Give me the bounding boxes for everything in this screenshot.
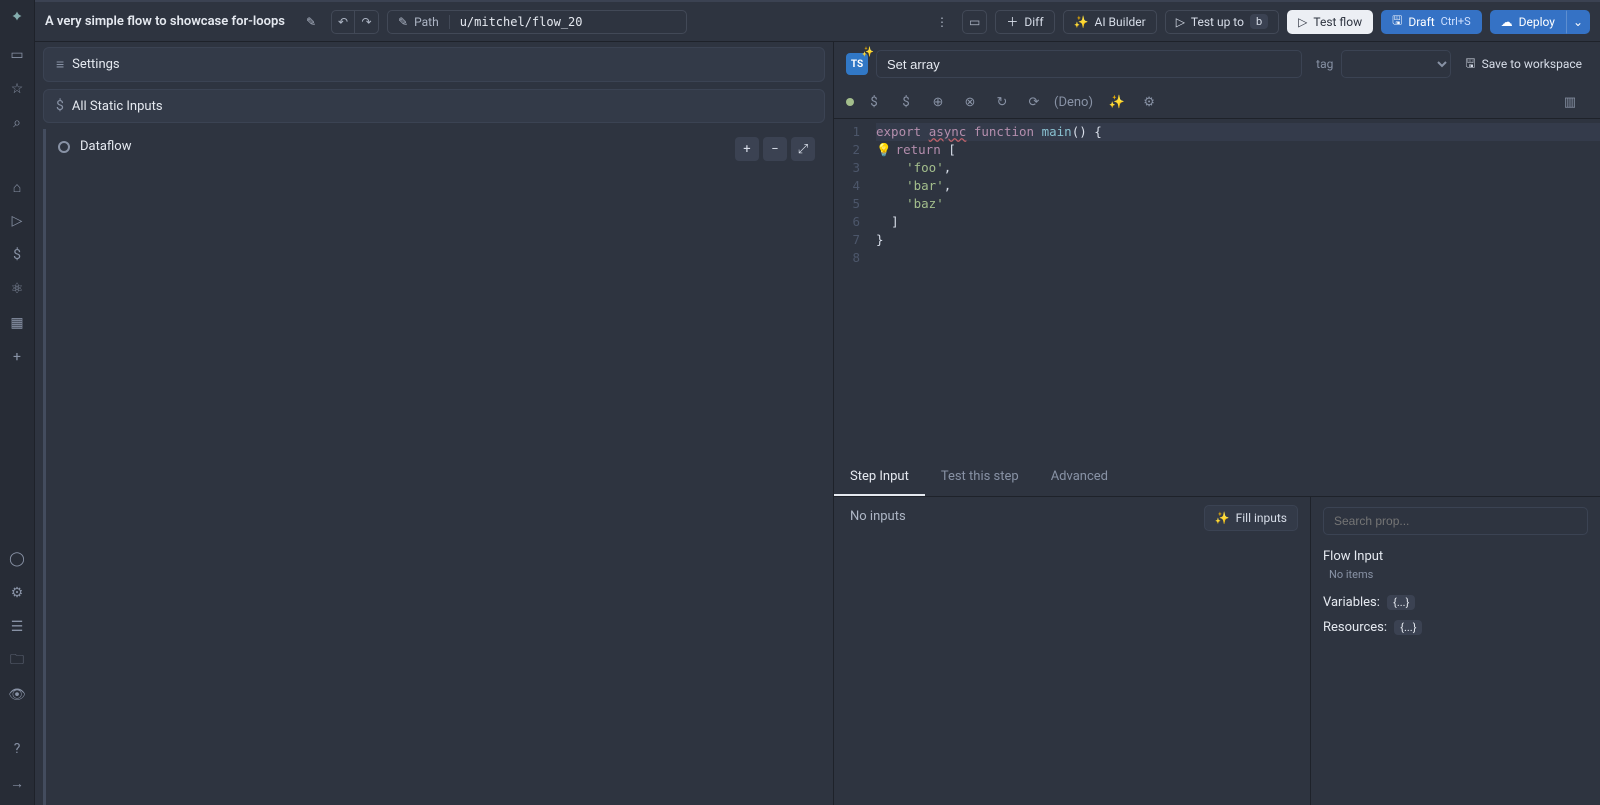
- toolbar-icon[interactable]: ⊕: [926, 90, 950, 114]
- flow-title: A very simple flow to showcase for-loops: [45, 14, 285, 29]
- fill-inputs-button[interactable]: ✨ Fill inputs: [1204, 505, 1298, 531]
- step-input-right: Flow Input No items Variables: {...} Res…: [1310, 497, 1600, 805]
- library-icon[interactable]: ▥: [1558, 90, 1582, 114]
- toolbar-icon[interactable]: $: [862, 90, 886, 114]
- left-sidebar: ▭ ☆ ⌕ ⌂ ▷ $ ⚛ ▦ + ◯ ⚙ ☰ 🗀 👁 ? →: [0, 0, 35, 805]
- nav-user-icon[interactable]: ◯: [5, 547, 29, 571]
- nav-star-icon[interactable]: ☆: [5, 77, 29, 101]
- flow-input-label: Flow Input: [1323, 549, 1588, 564]
- nav-runs-icon[interactable]: ▷: [5, 209, 29, 233]
- editor-panel: TS tag 🖫 Save to workspace $ $ ⊕ ⊗ ↻ ⟳ (…: [833, 42, 1600, 805]
- nav-home-icon[interactable]: ⌂: [5, 175, 29, 199]
- nav-library-icon[interactable]: ▭: [5, 43, 29, 67]
- toolbar-icon[interactable]: ↻: [990, 90, 1014, 114]
- path-box[interactable]: ✎ Path u/mitchel/flow_20: [387, 10, 687, 34]
- step-input-left: ✨ Fill inputs No inputs: [834, 497, 1310, 805]
- static-inputs-label: All Static Inputs: [72, 99, 163, 114]
- toolbar-icon[interactable]: ✨: [1105, 90, 1129, 114]
- step-tabs: Step Input Test this step Advanced: [834, 459, 1600, 497]
- dataflow-label: Dataflow: [80, 139, 132, 154]
- pencil-icon: ✎: [398, 15, 408, 29]
- nav-folder-icon[interactable]: 🗀: [5, 649, 29, 673]
- draft-button[interactable]: 🖫 Draft Ctrl+S: [1381, 10, 1482, 34]
- nav-workspace-icon[interactable]: ☰: [5, 615, 29, 639]
- static-inputs-panel[interactable]: $ All Static Inputs: [43, 89, 825, 123]
- dataflow-header[interactable]: Dataflow: [46, 129, 833, 164]
- tab-test-step[interactable]: Test this step: [925, 459, 1035, 496]
- nav-add-icon[interactable]: +: [5, 345, 29, 369]
- gutter: 12345678: [834, 119, 868, 459]
- zoom-out-button[interactable]: −: [763, 137, 787, 161]
- step-name-input[interactable]: [876, 50, 1302, 78]
- status-dot-icon: [846, 98, 854, 106]
- path-value: u/mitchel/flow_20: [450, 15, 593, 29]
- tab-step-input[interactable]: Step Input: [834, 459, 925, 496]
- test-up-to-button[interactable]: ▷ Test up to b: [1165, 10, 1279, 34]
- search-prop-input[interactable]: [1323, 507, 1588, 535]
- toolbar-icon[interactable]: ⟳: [1022, 90, 1046, 114]
- code-content[interactable]: export async function main() { 💡return […: [868, 119, 1600, 459]
- settings-label: Settings: [72, 57, 119, 72]
- sliders-icon: ≡: [56, 56, 64, 73]
- nav-eye-icon[interactable]: 👁: [5, 683, 29, 707]
- toolbar-icon[interactable]: $: [894, 90, 918, 114]
- topbar: A very simple flow to showcase for-loops…: [35, 0, 1600, 42]
- circle-icon: [58, 141, 70, 153]
- deploy-button[interactable]: ☁ Deploy: [1490, 10, 1566, 34]
- resources-row[interactable]: Resources: {...}: [1323, 620, 1588, 635]
- test-flow-button[interactable]: ▷ Test flow: [1287, 10, 1373, 34]
- more-icon[interactable]: ⋮: [930, 10, 954, 34]
- nav-variables-icon[interactable]: $: [5, 243, 29, 267]
- nav-settings-icon[interactable]: ⚙: [5, 581, 29, 605]
- nav-resources-icon[interactable]: ⚛: [5, 277, 29, 301]
- tab-advanced[interactable]: Advanced: [1035, 459, 1124, 496]
- nav-help-icon[interactable]: ?: [5, 737, 29, 761]
- tag-select[interactable]: [1341, 50, 1451, 78]
- toolbar-icon[interactable]: ⊗: [958, 90, 982, 114]
- toolbar-icon[interactable]: ⚙: [1137, 90, 1161, 114]
- deploy-dropdown[interactable]: ⌄: [1566, 10, 1590, 34]
- flow-designer: ≡ Settings $ All Static Inputs Dataflow …: [35, 42, 833, 805]
- nav-search-icon[interactable]: ⌕: [5, 111, 29, 135]
- variables-row[interactable]: Variables: {...}: [1323, 595, 1588, 610]
- typescript-icon: TS: [846, 53, 868, 75]
- save-to-workspace-button[interactable]: 🖫 Save to workspace: [1459, 54, 1588, 75]
- book-icon[interactable]: ▭: [962, 10, 987, 34]
- fullscreen-button[interactable]: ⤢: [791, 137, 815, 161]
- nav-schedules-icon[interactable]: ▦: [5, 311, 29, 335]
- redo-button[interactable]: ↷: [355, 10, 379, 34]
- code-editor[interactable]: 12345678 export async function main() { …: [834, 119, 1600, 459]
- tag-label: tag: [1316, 57, 1333, 71]
- settings-panel[interactable]: ≡ Settings: [43, 47, 825, 82]
- diff-button[interactable]: ＋ Diff: [995, 10, 1054, 34]
- edit-title-icon[interactable]: ✎: [299, 10, 323, 34]
- ai-builder-button[interactable]: ✨ AI Builder: [1063, 10, 1157, 34]
- logo-icon: [8, 10, 26, 28]
- dollar-icon: $: [56, 98, 64, 114]
- undo-button[interactable]: ↶: [331, 10, 355, 34]
- path-label: Path: [414, 15, 439, 29]
- editor-toolbar: $ $ ⊕ ⊗ ↻ ⟳ (Deno) ✨ ⚙ ▥: [834, 86, 1600, 119]
- nav-logout-icon[interactable]: →: [5, 771, 29, 795]
- zoom-in-button[interactable]: +: [735, 137, 759, 161]
- no-items-text: No items: [1329, 568, 1588, 581]
